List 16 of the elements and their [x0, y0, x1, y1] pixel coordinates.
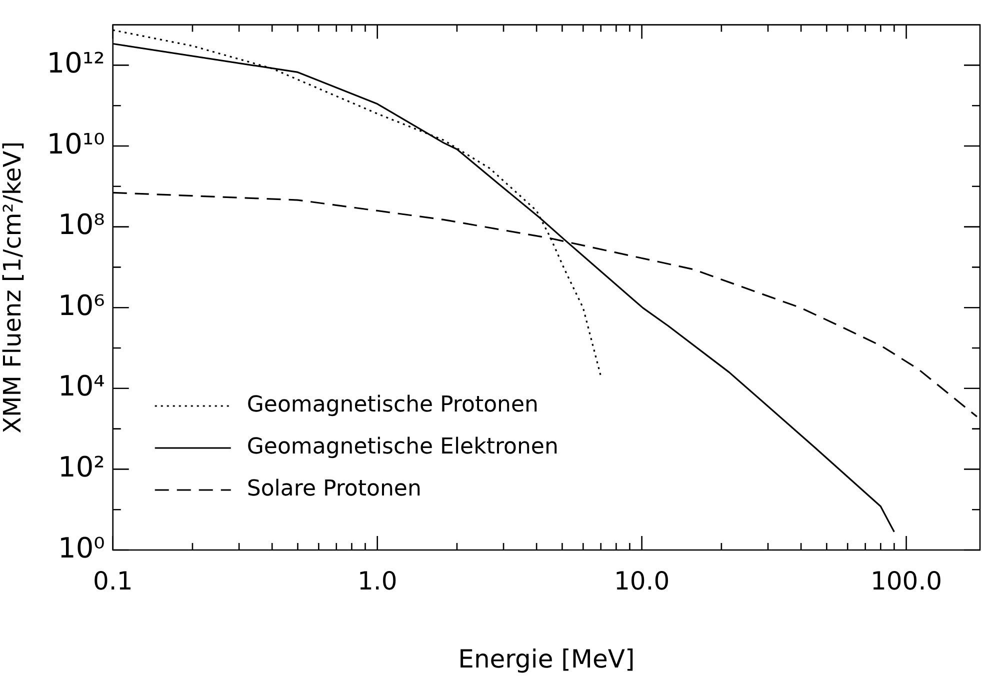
y-tick-label: 10⁰ — [58, 531, 105, 564]
legend-label: Solare Protonen — [246, 476, 422, 502]
y-axis-title: XMM Fluenz [1/cm²/keV] — [0, 141, 27, 434]
y-tick-label: 10⁶ — [58, 288, 105, 322]
y-tick-label: 10¹² — [46, 46, 105, 80]
legend-label: Geomagnetische Protonen — [246, 392, 538, 418]
legend-label: Geomagnetische Elektronen — [246, 434, 558, 460]
y-tick-label: 10⁴ — [58, 370, 105, 403]
y-tick-label: 10² — [58, 450, 105, 484]
x-tick-label: 100.0 — [870, 566, 942, 596]
x-tick-label: 0.1 — [92, 566, 133, 596]
y-tick-label: 10⁸ — [58, 208, 105, 242]
x-tick-label: 1.0 — [357, 566, 398, 596]
x-tick-label: 10.0 — [614, 566, 670, 596]
x-axis-title: Energie [MeV] — [458, 644, 635, 674]
y-tick-label: 10¹⁰ — [46, 127, 105, 160]
